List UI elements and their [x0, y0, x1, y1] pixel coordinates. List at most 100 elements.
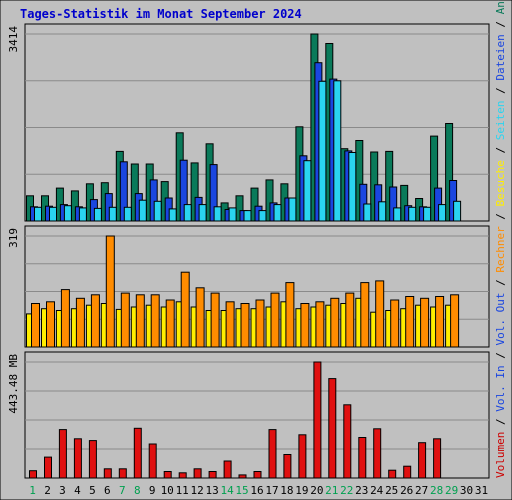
legend-text-part: /	[494, 273, 507, 293]
x-tick-label: 28	[430, 484, 443, 497]
bar-rechner	[46, 301, 55, 348]
bar-volumen	[388, 469, 397, 479]
bar-volumen	[358, 437, 367, 479]
x-tick-label: 23	[355, 484, 368, 497]
x-tick-label: 20	[310, 484, 323, 497]
bar-seiten	[138, 199, 147, 222]
legend-text-part: Volumen	[494, 432, 507, 478]
bar-volumen	[88, 440, 97, 479]
bar-seiten	[183, 204, 192, 222]
bar-rechner	[180, 271, 190, 348]
bar-rechner	[75, 297, 85, 348]
bar-seiten	[378, 201, 387, 222]
legend-text-part: /	[494, 346, 507, 366]
bar-rechner	[255, 299, 265, 348]
bar-seiten	[213, 206, 222, 222]
bar-seiten	[348, 152, 357, 222]
x-tick-label: 29	[445, 484, 458, 497]
legend-text-part: Seiten	[494, 100, 507, 140]
x-tick-label: 24	[370, 484, 384, 497]
bar-seiten	[93, 207, 102, 222]
x-tick-label: 14	[220, 484, 234, 497]
legend-text-part: Vol. Out	[494, 293, 507, 346]
x-tick-label: 25	[385, 484, 398, 497]
bar-volumen	[133, 427, 142, 479]
bar-seiten	[438, 204, 447, 222]
bar-volumen	[268, 429, 277, 479]
bar-rechner	[330, 297, 340, 348]
x-tick-label: 17	[265, 484, 278, 497]
bar-rechner	[285, 282, 295, 348]
panel-top: 3414	[7, 23, 490, 222]
bar-volumen	[343, 404, 352, 479]
bar-rechner	[31, 303, 40, 348]
bar-rechner	[315, 301, 325, 348]
bar-seiten	[228, 207, 237, 222]
legend-text-part: Rechner	[494, 226, 507, 273]
bar-volumen	[238, 474, 247, 479]
bar-rechner	[120, 292, 130, 348]
x-tick-label: 16	[250, 484, 263, 497]
x-tick-label: 22	[340, 484, 353, 497]
legend-text-part: /	[494, 206, 507, 226]
bar-volumen	[373, 428, 382, 479]
bar-rechner	[240, 303, 250, 348]
bar-rechner	[360, 282, 370, 348]
bar-seiten	[363, 203, 372, 222]
bar-seiten	[258, 210, 267, 222]
bar-volumen	[178, 472, 187, 479]
x-tick-label: 6	[104, 484, 111, 497]
bar-seiten	[49, 206, 57, 222]
bar-seiten	[108, 206, 117, 222]
bar-seiten	[273, 204, 282, 222]
x-tick-label: 1	[29, 484, 36, 497]
legend-text-part: /	[494, 412, 507, 432]
bar-volumen	[73, 438, 82, 479]
bar-rechner	[375, 280, 385, 348]
bar-volumen	[148, 443, 157, 479]
legend-text-part: /	[494, 14, 507, 34]
legend-text-part: Dateien	[494, 34, 507, 80]
x-tick-label: 21	[325, 484, 338, 497]
bar-seiten	[318, 80, 327, 222]
bar-rechner	[105, 235, 115, 348]
bar-volumen	[118, 468, 127, 479]
bar-seiten	[123, 206, 132, 222]
x-tick-label: 7	[119, 484, 126, 497]
bar-rechner	[60, 289, 70, 348]
x-tick-label: 30	[460, 484, 473, 497]
bar-rechner	[90, 294, 100, 348]
bar-seiten	[423, 206, 432, 222]
x-tick-label: 18	[280, 484, 293, 497]
bar-rechner	[210, 292, 220, 348]
x-tick-label: 26	[400, 484, 413, 497]
x-tick-label: 10	[161, 484, 174, 497]
bar-rechner	[420, 297, 430, 348]
legend-text-part: /	[494, 140, 507, 160]
chart-panels: 3414 319 443.48 MB	[7, 23, 490, 479]
bar-volumen	[283, 454, 292, 479]
bar-volumen	[298, 434, 307, 479]
panel-bottom: 443.48 MB	[7, 351, 490, 479]
axis-max-label: 319	[7, 228, 20, 248]
bar-seiten	[153, 200, 162, 222]
x-tick-label: 19	[295, 484, 308, 497]
bar-volumen	[313, 361, 322, 479]
x-tick-label: 8	[134, 484, 141, 497]
bar-rechner	[405, 296, 415, 348]
panel-frame	[24, 351, 490, 479]
x-tick-label: 15	[235, 484, 248, 497]
bar-seiten	[168, 208, 177, 222]
bar-volumen	[58, 429, 67, 479]
bar-seiten	[63, 205, 72, 222]
bar-seiten	[408, 206, 417, 222]
legend-text-part: Besuche	[494, 160, 507, 206]
legend-text-part: Anfragen	[494, 0, 507, 14]
bar-rechner	[195, 287, 205, 348]
bar-volumen	[163, 471, 172, 479]
bar-seiten	[453, 200, 462, 222]
x-tick-label: 2	[44, 484, 51, 497]
bar-rechner	[135, 294, 145, 348]
bar-seiten	[34, 206, 42, 222]
bar-rechner	[225, 301, 235, 348]
